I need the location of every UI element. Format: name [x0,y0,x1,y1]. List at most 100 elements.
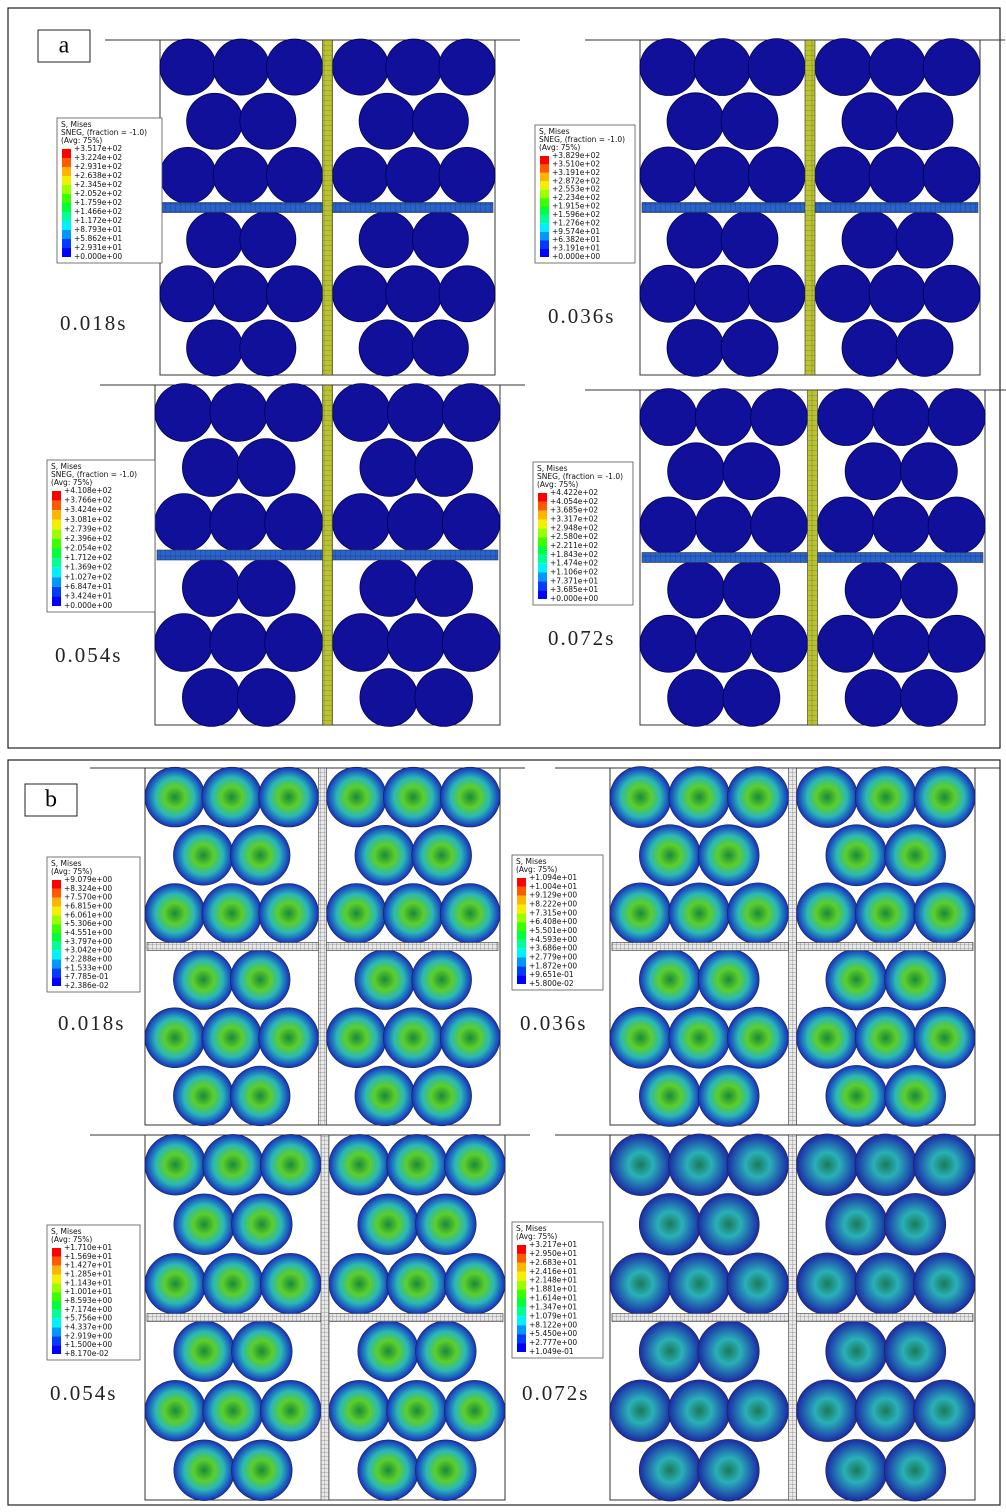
legend-value: +1.004e+01 [529,882,577,891]
particle [358,1440,419,1501]
particle [237,439,295,497]
particle [187,93,243,149]
particle [639,1193,701,1255]
particle [797,1134,859,1196]
particle [913,1380,975,1442]
particle [884,1193,946,1255]
particle [415,1194,476,1255]
legend-value: +1.710e+01 [64,1243,112,1252]
particle [923,39,980,96]
particle [439,39,495,95]
legend-swatch [517,1263,526,1272]
particle [694,39,751,96]
legend-swatch [517,1254,526,1263]
particle [928,615,985,672]
particle [721,93,778,150]
particle [442,614,500,672]
legend-value: +1.172e+02 [74,216,122,225]
particle [751,615,808,672]
legend-value: +4.337e+00 [64,1323,112,1332]
legend-value: +1.712e+02 [64,553,112,562]
legend-value: +5.501e+00 [529,926,577,935]
particle [230,825,290,885]
legend-swatch [52,1345,61,1354]
particle [873,497,930,554]
particle [695,615,752,672]
legend-swatch [538,590,547,599]
particle [727,1380,789,1442]
legend-value: +7.174e+00 [64,1305,112,1314]
legend-swatch [62,185,71,194]
legend-value: +1.427e+01 [64,1261,112,1270]
particle [327,1008,387,1068]
particle [329,1380,390,1441]
particle [412,1066,472,1126]
particle [145,1380,206,1441]
particle [173,950,233,1010]
legend-swatch [517,1334,526,1343]
time-label: 0.018s [60,311,127,335]
particle [266,147,322,203]
particle [444,1380,505,1441]
particle [358,1194,419,1255]
legend-value: +8.222e+00 [529,900,577,909]
legend-swatch [517,1307,526,1316]
particle [155,384,213,442]
legend-swatch [538,581,547,590]
particle [327,884,387,944]
particle [412,320,468,376]
time-label: 0.036s [548,304,615,328]
particle [884,1439,946,1501]
legend-swatch [538,502,547,511]
legend-value: +1.027e+02 [64,572,112,581]
particle [845,669,902,726]
particle [202,767,262,827]
particle [748,147,805,204]
particle [797,1380,859,1442]
particle [383,1008,443,1068]
legend-swatch [52,577,61,587]
legend-value: +2.148e+01 [529,1276,577,1285]
time-label: 0.036s [520,1011,587,1035]
particle [639,1439,701,1501]
particle [923,147,980,204]
particle [439,266,495,322]
legend-swatch [52,1248,61,1257]
legend-value: +1.049e-01 [529,1347,574,1356]
legend-value: +2.919e+00 [64,1331,112,1340]
legend-value: +8.122e+00 [529,1320,577,1329]
legend-swatch [517,949,526,958]
legend-swatch [62,194,71,203]
vertical-rod [789,1135,797,1500]
legend-value: +0.000e+00 [552,252,600,261]
legend-swatch [62,203,71,212]
legend-value: +4.054e+02 [550,497,598,506]
legend-swatch [52,1301,61,1310]
particle [727,883,788,944]
particle [869,147,926,204]
legend-swatch [62,167,71,176]
particle [182,669,240,727]
legend-swatch [62,212,71,221]
particle [668,1134,730,1196]
particle [355,825,415,885]
legend-swatch [540,207,549,215]
particle [415,1440,476,1501]
legend-swatch [52,1283,61,1292]
particle [160,39,216,95]
particle [439,147,495,203]
particle [694,265,751,322]
legend-swatch [52,898,61,907]
particle [266,266,322,322]
particle [885,1065,946,1126]
legend-swatch [540,223,549,231]
particle [873,615,930,672]
legend-value: +3.797e+00 [64,937,112,946]
legend-swatch [52,960,61,969]
legend-swatch [538,511,547,520]
legend-value: +0.000e+00 [550,594,598,603]
particle [928,497,985,554]
particle [669,767,730,828]
legend-value: +9.651e-01 [529,970,574,979]
particle [695,389,752,446]
